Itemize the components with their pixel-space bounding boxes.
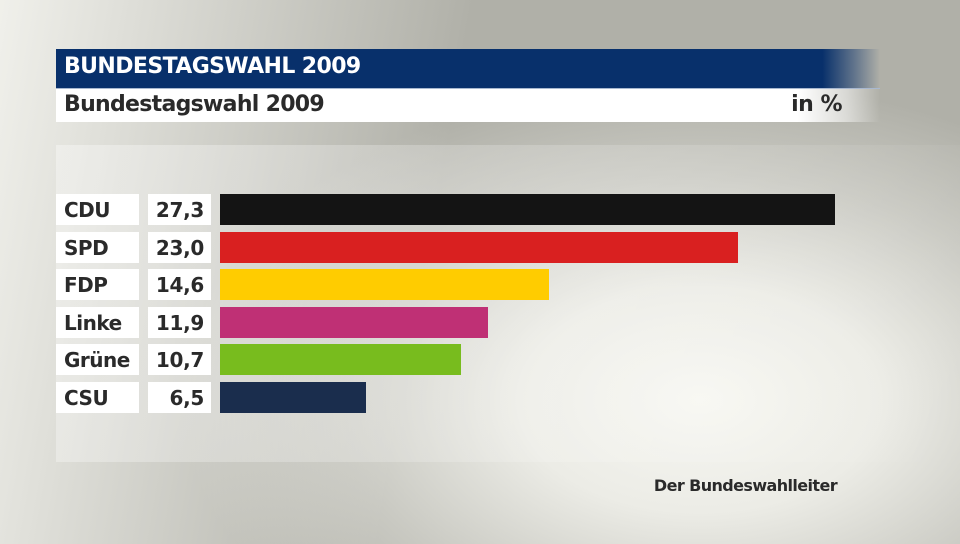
party-label-box: CDU [56,194,139,225]
bar-row: CSU 6,5 [56,382,936,413]
value-label-box: 11,9 [148,307,211,338]
value-label-box: 27,3 [148,194,211,225]
bar-row: SPD 23,0 [56,232,936,263]
value-label: 14,6 [155,273,204,297]
party-label-box: CSU [56,382,139,413]
unit-label: in % [791,92,842,117]
bar [220,344,461,375]
value-label: 6,5 [169,386,204,410]
party-label: SPD [64,236,109,260]
value-label-box: 14,6 [148,269,211,300]
bar [220,194,835,225]
party-label: CDU [64,198,111,222]
subtitle-bar: Bundestagswahl 2009 in % [56,89,880,122]
party-label-box: Grüne [56,344,139,375]
party-label: Grüne [64,348,130,372]
bar-row: Grüne 10,7 [56,344,936,375]
value-label: 10,7 [155,348,204,372]
header-bar: BUNDESTAGSWAHL 2009 [56,49,880,89]
bar [220,307,488,338]
chart-panel [56,145,960,462]
chart-subtitle: Bundestagswahl 2009 [64,92,325,117]
value-label-box: 6,5 [148,382,211,413]
value-label: 11,9 [155,311,204,335]
value-label-box: 10,7 [148,344,211,375]
party-label-box: FDP [56,269,139,300]
party-label-box: Linke [56,307,139,338]
value-label: 23,0 [155,236,204,260]
party-label-box: SPD [56,232,139,263]
bar-row: FDP 14,6 [56,269,936,300]
party-label: FDP [64,273,108,297]
bar [220,382,366,413]
header-title: BUNDESTAGSWAHL 2009 [64,54,361,79]
bar-row: Linke 11,9 [56,307,936,338]
party-label: CSU [64,386,109,410]
value-label-box: 23,0 [148,232,211,263]
bar [220,269,549,300]
bar [220,232,738,263]
value-label: 27,3 [155,198,204,222]
source-credit: Der Bundeswahlleiter [653,476,838,495]
bar-row: CDU 27,3 [56,194,936,225]
party-label: Linke [64,311,122,335]
